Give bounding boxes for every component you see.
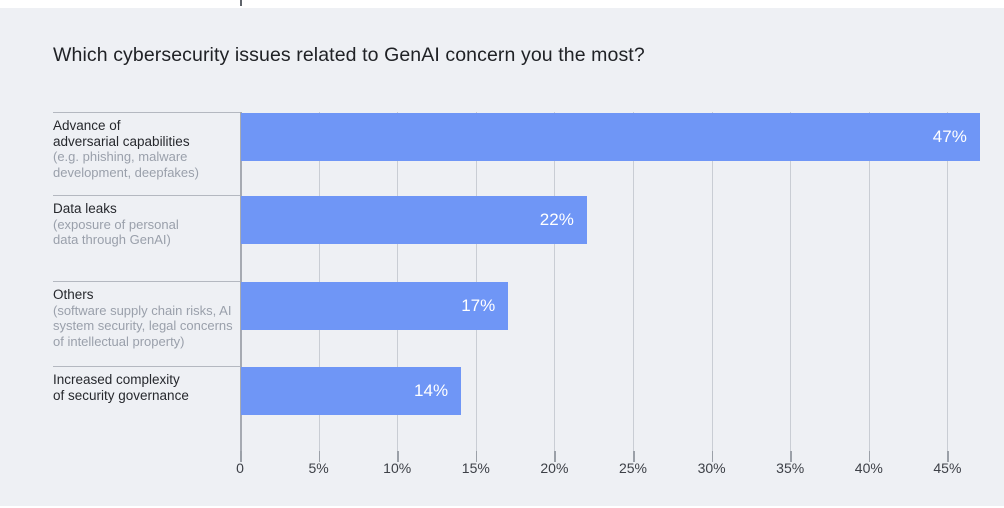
category-sublabel: (exposure of personal data through GenAI… <box>53 216 179 248</box>
x-axis-tick <box>240 451 242 462</box>
bar-value-label: 14% <box>414 381 449 400</box>
row-separator-line <box>53 366 240 367</box>
chart-panel: Which cybersecurity issues related to Ge… <box>0 8 1004 506</box>
x-axis-tick-label: 5% <box>308 460 329 476</box>
gridline <box>790 112 792 456</box>
top-strip <box>0 0 1004 8</box>
x-axis-tick-label: 0 <box>236 460 244 476</box>
bar-chart: 0 5% 10% 15% 20% 25% 30% 35% 40% 45% Advance of ad… <box>0 8 1004 508</box>
gridline <box>633 112 634 456</box>
gridline <box>868 112 870 456</box>
y-axis-line <box>240 112 242 456</box>
category-label: Data leaks (exposure of personal data thr… <box>53 201 235 248</box>
x-axis-tick-label: 15% <box>461 460 490 476</box>
category-sublabel: (software supply chain risks, AI system … <box>53 302 233 349</box>
row-separator-line <box>53 281 240 282</box>
row-separator-line <box>53 112 240 113</box>
top-tick-mark <box>240 0 242 6</box>
gridline <box>554 112 556 456</box>
x-axis-tick <box>947 451 949 462</box>
bar-value-label: 47% <box>932 127 967 146</box>
bar: 47% <box>241 113 980 161</box>
bar: 22% <box>241 196 587 244</box>
x-axis-tick-label: 10% <box>383 460 412 476</box>
category-sublabel: (e.g. phishing, malware development, dee… <box>53 149 199 180</box>
x-axis-tick <box>475 451 478 462</box>
x-axis-tick-label: 40% <box>854 460 883 476</box>
x-axis-tick-label: 25% <box>618 460 648 476</box>
x-axis-tick <box>397 451 399 462</box>
category-label: Advance of adversarial capabilities (e.g.… <box>53 118 235 180</box>
x-axis-tick-label: 45% <box>933 460 962 476</box>
x-axis-tick <box>318 451 321 462</box>
x-axis-tick <box>633 451 635 462</box>
row-separator-line <box>53 195 240 196</box>
chart-title: Which cybersecurity issues related to Ge… <box>53 44 645 66</box>
category-label: Others (software supply chain risks, AI s… <box>53 287 235 349</box>
x-axis-tick-label: 30% <box>697 460 726 476</box>
bar: 14% <box>241 367 462 415</box>
x-axis-tick <box>868 451 871 462</box>
x-axis-tick-label: 35% <box>776 460 805 476</box>
category-label: Increased complexity of security governa… <box>53 372 189 403</box>
bar-value-label: 22% <box>539 210 574 229</box>
x-axis-tick-label: 20% <box>540 460 569 476</box>
bar-value-label: 17% <box>461 296 496 315</box>
gridline <box>711 112 713 456</box>
x-axis-tick <box>790 451 792 462</box>
gridline <box>947 112 949 456</box>
x-axis-tick <box>554 451 556 462</box>
x-axis-tick <box>711 451 714 462</box>
bar: 17% <box>241 282 509 330</box>
